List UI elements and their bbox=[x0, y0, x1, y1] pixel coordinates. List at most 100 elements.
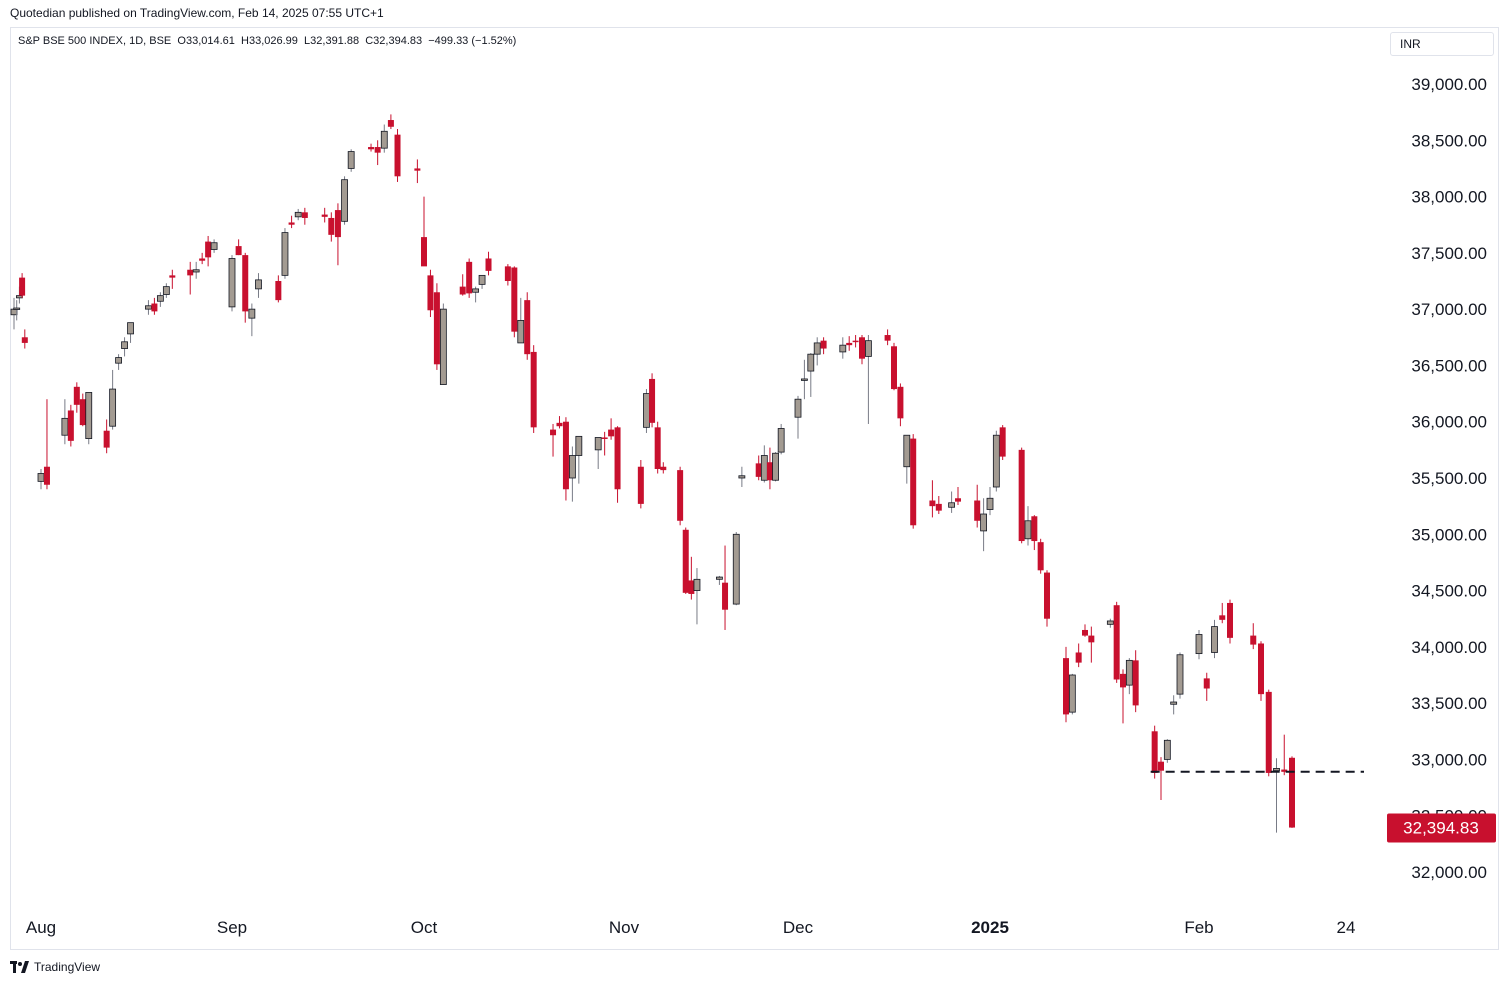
candle bbox=[199, 252, 206, 265]
candle-body bbox=[980, 513, 987, 532]
candle bbox=[1024, 506, 1032, 546]
candle bbox=[955, 487, 961, 506]
candle bbox=[1031, 515, 1038, 551]
candle bbox=[210, 239, 218, 253]
candle-body bbox=[929, 500, 936, 507]
candle bbox=[466, 258, 473, 298]
candle bbox=[568, 446, 576, 502]
candle bbox=[562, 417, 569, 501]
candle-body bbox=[716, 576, 723, 580]
candle-body bbox=[275, 281, 282, 301]
chart-frame bbox=[10, 27, 1499, 950]
candle bbox=[903, 434, 911, 484]
candle-body bbox=[794, 398, 802, 418]
candle bbox=[301, 207, 308, 225]
candle bbox=[1250, 623, 1257, 650]
candle-body bbox=[884, 335, 891, 341]
brand-label: TradingView bbox=[34, 960, 101, 974]
candle-body bbox=[1068, 674, 1076, 713]
candle-body bbox=[766, 462, 773, 481]
candle bbox=[79, 393, 86, 427]
candle-body bbox=[466, 261, 473, 294]
candle-body bbox=[1227, 602, 1233, 638]
candle bbox=[738, 466, 746, 488]
y-tick-label: 37,000.00 bbox=[1411, 300, 1487, 319]
candle bbox=[794, 395, 802, 439]
candle bbox=[192, 261, 200, 279]
candle-body bbox=[10, 308, 18, 316]
legend-close-value: 32,394.83 bbox=[373, 35, 423, 47]
candle bbox=[777, 423, 785, 455]
legend-change: −499.33 (−1.52%) bbox=[425, 35, 516, 47]
candle-body bbox=[504, 266, 511, 281]
candle-body bbox=[594, 437, 602, 451]
candle bbox=[19, 273, 26, 298]
candle bbox=[807, 353, 815, 397]
x-tick-label: Oct bbox=[411, 918, 438, 937]
price-axis[interactable]: 32,000.0032,500.0033,000.0033,500.0034,0… bbox=[1411, 75, 1487, 882]
candle bbox=[1273, 758, 1280, 833]
candle-body bbox=[459, 286, 466, 295]
y-tick-label: 32,000.00 bbox=[1411, 863, 1487, 882]
candle-body bbox=[903, 434, 911, 468]
candle-body bbox=[1273, 768, 1280, 772]
candle-body bbox=[801, 378, 808, 381]
candle bbox=[897, 383, 904, 427]
candle-body bbox=[1082, 629, 1088, 636]
y-tick-label: 39,000.00 bbox=[1411, 75, 1487, 94]
candle bbox=[1068, 673, 1076, 715]
candle bbox=[472, 286, 480, 303]
tradingview-brand[interactable]: TradingView bbox=[10, 960, 100, 974]
candle-body bbox=[865, 340, 872, 357]
candle-body bbox=[1289, 757, 1295, 828]
candle-body bbox=[281, 232, 289, 276]
currency-selector[interactable]: INR bbox=[1390, 32, 1494, 56]
candle-body bbox=[986, 497, 994, 510]
candle bbox=[281, 228, 289, 279]
candle-body bbox=[187, 269, 194, 276]
candle bbox=[846, 336, 853, 351]
candle bbox=[387, 114, 394, 130]
candle bbox=[910, 434, 917, 529]
candle-body bbox=[294, 211, 302, 218]
candle-body bbox=[301, 212, 308, 218]
candle-body bbox=[145, 305, 152, 310]
legend-open-value: 33,014.61 bbox=[185, 35, 235, 47]
candle-body bbox=[341, 179, 348, 222]
candle-body bbox=[935, 503, 942, 511]
candle bbox=[421, 196, 427, 267]
candle-body bbox=[321, 214, 328, 217]
candle bbox=[732, 532, 740, 606]
time-axis[interactable]: Aug Sep Oct Nov Dec 2025 Feb 24 bbox=[26, 918, 1356, 937]
candle-body bbox=[999, 427, 1006, 457]
y-tick-label: 37,500.00 bbox=[1411, 244, 1487, 263]
candle-body bbox=[61, 417, 69, 436]
candle-body bbox=[1211, 626, 1218, 653]
candle bbox=[485, 251, 492, 276]
candle-body bbox=[891, 346, 897, 390]
candle bbox=[530, 345, 537, 433]
candle bbox=[109, 369, 117, 430]
candle bbox=[1132, 650, 1139, 713]
candle-body bbox=[1018, 449, 1025, 542]
candles-layer bbox=[10, 114, 1295, 833]
candle-body bbox=[601, 437, 608, 439]
y-tick-label: 35,000.00 bbox=[1411, 525, 1487, 544]
candle bbox=[228, 255, 236, 312]
candle bbox=[1281, 734, 1288, 776]
candle bbox=[1088, 626, 1095, 663]
candle bbox=[643, 389, 650, 433]
candle bbox=[294, 208, 302, 221]
candle bbox=[341, 176, 348, 225]
candle bbox=[948, 491, 955, 513]
candle-body bbox=[1203, 678, 1210, 689]
candle bbox=[575, 435, 583, 484]
candle-body bbox=[162, 286, 170, 295]
candle bbox=[820, 337, 827, 355]
candle bbox=[974, 484, 981, 528]
candle bbox=[1018, 447, 1025, 544]
candle-body bbox=[485, 258, 492, 271]
candle-body bbox=[760, 455, 768, 481]
candle bbox=[1158, 757, 1164, 800]
